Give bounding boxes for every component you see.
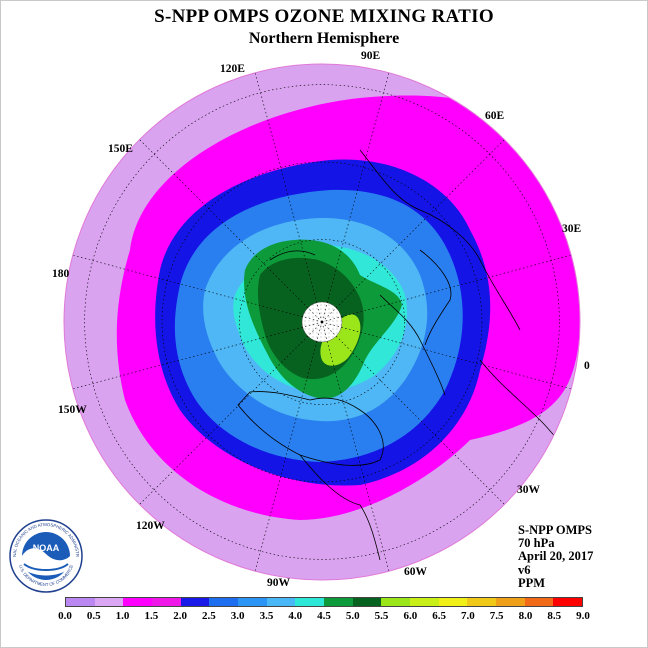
colorbar-cell — [438, 598, 468, 606]
colorbar-tick-label: 0.0 — [58, 610, 72, 622]
colorbar-cell — [381, 598, 411, 606]
longitude-label-180: 180 — [52, 268, 70, 280]
meridian-line — [139, 139, 323, 323]
meridian-line — [321, 139, 505, 323]
colorbar-tick-label: 8.0 — [518, 610, 533, 622]
longitude-label-90e: 90E — [361, 50, 381, 62]
latitude-circle — [84, 84, 560, 560]
units-label: PPM — [518, 575, 546, 590]
meridian-line — [321, 321, 390, 572]
noaa-logo: NOAA NATIONAL OCEANIC AND ATMOSPHERIC AD… — [6, 514, 84, 594]
colorbar-cell — [180, 598, 210, 606]
colorbar-tick-label: 6.0 — [403, 610, 418, 622]
colorbar-tick-label: 3.0 — [230, 610, 245, 622]
version-label: v6 — [518, 562, 531, 577]
map-subtitle: Northern Hemisphere — [248, 30, 400, 47]
meridian-line — [139, 321, 323, 505]
longitude-label-60e: 60E — [485, 110, 505, 122]
graticule — [72, 72, 572, 572]
coastlines — [237, 149, 576, 561]
latitude-circle — [161, 161, 483, 483]
longitude-label-150w: 150W — [58, 404, 87, 416]
meridian-line — [321, 72, 390, 323]
colorbar-tick-label: 8.5 — [547, 610, 562, 622]
longitude-label-120w: 120W — [136, 520, 165, 532]
colorbar-cell — [123, 598, 153, 606]
colorbar-cell — [467, 598, 497, 606]
colorbar-tick-label: 4.5 — [317, 610, 331, 622]
colorbar-cell — [524, 598, 554, 606]
colorbar-cell — [209, 598, 239, 606]
colorbar — [65, 597, 583, 607]
noaa-logo-text: NOAA — [33, 543, 60, 553]
colorbar-tick-label: 7.5 — [489, 610, 504, 622]
colorbar-cell — [410, 598, 439, 606]
longitude-label-60w: 60W — [404, 566, 427, 578]
meridian-line — [72, 321, 323, 390]
map-boundary — [63, 63, 581, 581]
info-block: S-NPP OMPS 70 hPa April 20, 2017 v6 PPM — [518, 523, 594, 590]
colorbar-tick-label: 4.0 — [288, 610, 303, 622]
colorbar-tick-label: 5.5 — [374, 610, 389, 622]
colorbar-tick-label: 9.0 — [576, 610, 590, 622]
colorbar-cell — [324, 598, 353, 606]
date-label: April 20, 2017 — [518, 549, 594, 564]
colorbar-tick-label: 6.5 — [432, 610, 446, 622]
longitude-label-30w: 30W — [517, 484, 540, 496]
meridian-line — [321, 321, 572, 390]
colorbar-cell — [553, 598, 583, 606]
colorbar-cell — [496, 598, 525, 606]
longitude-label-120e: 120E — [220, 63, 245, 75]
longitude-label-90w: 90W — [267, 577, 290, 589]
colorbar-tick-label: 7.0 — [461, 610, 475, 622]
colorbar-cell — [266, 598, 296, 606]
colorbar-tick-label: 2.0 — [173, 610, 187, 622]
meridian-line — [254, 72, 323, 323]
colorbar-cell — [238, 598, 267, 606]
meridian-line — [72, 254, 323, 323]
colorbar-tick-label: 5.0 — [345, 610, 360, 622]
longitude-label-150e: 150E — [108, 143, 133, 155]
latitude-circle — [239, 239, 405, 405]
colorbar-ticks: 0.0 0.5 1.0 1.5 2.0 2.5 3.0 3.5 4.0 4.5 5.0 5.5 6.0 6… — [55, 610, 593, 624]
colorbar-tick-label: 1.0 — [115, 610, 130, 622]
colorbar-cell — [152, 598, 181, 606]
meridian-line — [321, 321, 505, 505]
colorbar-tick-label: 3.5 — [259, 610, 274, 622]
colorbar-tick-label: 0.5 — [86, 610, 101, 622]
map-title: S-NPP OMPS OZONE MIXING RATIO — [154, 6, 494, 27]
longitude-label-0: 0 — [584, 360, 590, 372]
longitude-label-30e: 30E — [562, 223, 582, 235]
instrument-label: S-NPP OMPS — [518, 523, 592, 537]
colorbar-cell — [94, 598, 124, 606]
meridian-line — [321, 254, 572, 323]
colorbar-cell — [352, 598, 382, 606]
colorbar-cell — [295, 598, 325, 606]
meridian-line — [254, 321, 323, 572]
colorbar-tick-label: 2.5 — [202, 610, 216, 622]
colorbar-tick-label: 1.5 — [144, 610, 159, 622]
pressure-level-label: 70 hPa — [518, 536, 555, 551]
colorbar-cell — [66, 598, 95, 606]
